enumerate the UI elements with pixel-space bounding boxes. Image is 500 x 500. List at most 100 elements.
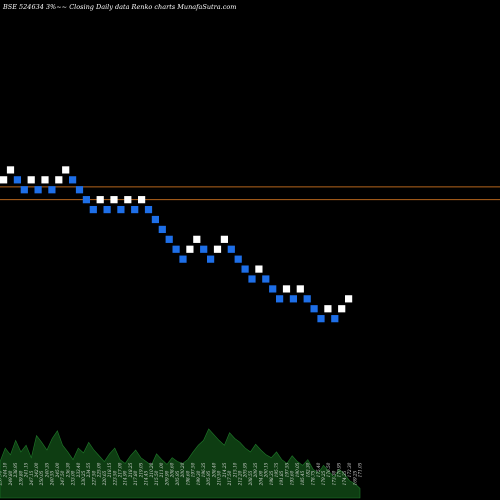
volume-label: 217.50 <box>227 470 232 486</box>
volume-label: 200.20 <box>180 462 185 478</box>
volume-label: 240.35 <box>44 462 49 478</box>
renko-brick <box>0 176 8 184</box>
renko-brick <box>289 295 297 303</box>
volume-label: 227.50 <box>91 470 96 486</box>
volume-label: 247.15 <box>29 470 34 486</box>
renko-brick <box>34 186 42 194</box>
volume-label: 244.10 <box>3 462 8 478</box>
volume-label: 205.95 <box>175 470 180 486</box>
renko-brick <box>62 166 70 174</box>
volume-label: 242.00 <box>34 462 39 478</box>
renko-brick <box>338 305 346 313</box>
renko-brick <box>186 245 194 253</box>
renko-brick <box>282 285 291 293</box>
volume-label: 218.15 <box>107 462 112 478</box>
volume-label: 191.85 <box>279 470 284 485</box>
volume-label: 196.35 <box>201 462 206 477</box>
volume-label: 205.95 <box>243 462 248 478</box>
renko-brick <box>20 186 28 194</box>
volume-label: 212.20 <box>238 470 243 486</box>
volume-label: 236.30 <box>65 462 70 478</box>
volume-label: 234.55 <box>86 462 91 478</box>
renko-brick <box>55 176 63 184</box>
renko-brick <box>103 205 111 214</box>
renko-brick <box>6 166 15 174</box>
volume-label: 225.00 <box>97 462 102 478</box>
renko-brick <box>151 215 159 224</box>
volume-label: 238.95 <box>13 462 18 478</box>
volume-label: 247.50 <box>60 470 65 486</box>
renko-brick <box>303 295 311 303</box>
volume-label: 245.00 <box>55 462 60 478</box>
renko-brick <box>220 235 228 243</box>
renko-brick <box>227 245 235 253</box>
volume-label: 175.40 <box>316 462 321 477</box>
volume-label: 199.30 <box>196 470 201 485</box>
volume-label: 249.80 <box>8 470 13 486</box>
volume-label: 208.40 <box>211 462 216 478</box>
chart-title: BSE 524634 3%~~ Closing Daily data Renko… <box>3 3 237 11</box>
volume-label: 241.15 <box>24 462 29 478</box>
renko-bricks <box>0 166 353 323</box>
volume-label: 185.45 <box>300 470 305 485</box>
reference-lines <box>0 186 500 201</box>
volume-label: 197.55 <box>284 462 289 477</box>
renko-brick <box>82 196 90 204</box>
renko-brick <box>207 255 215 263</box>
volume-label: 200.15 <box>264 462 269 478</box>
volume-label: 171.05 <box>358 462 363 477</box>
volume-label: 179.25 <box>321 470 326 485</box>
volume-label: 215.10 <box>232 462 237 478</box>
volume-label: 204.00 <box>258 470 263 486</box>
renko-brick <box>165 235 173 243</box>
volume-label: 178.75 <box>311 470 316 485</box>
volume-label: 239.80 <box>18 470 23 486</box>
volume-label: 208.60 <box>170 462 175 478</box>
renko-brick <box>296 285 304 293</box>
renko-brick <box>213 245 222 253</box>
renko-brick <box>69 176 77 184</box>
volume-label: 198.35 <box>269 470 274 485</box>
renko-brick <box>248 275 256 283</box>
volume-label: 214.90 <box>123 470 128 486</box>
volume-label: 218.25 <box>128 462 133 478</box>
volume-label: 210.50 <box>217 470 222 486</box>
volume-label: 173.30 <box>331 470 336 485</box>
volume-label: 198.60 <box>185 470 190 485</box>
volume-label: 211.00 <box>159 462 164 478</box>
volume-label: 208.55 <box>248 470 253 486</box>
volume-label: 210.20 <box>149 462 154 478</box>
volume-label: 193.60 <box>290 470 295 485</box>
volume-label: 190.05 <box>295 462 300 477</box>
volume-label: 197.50 <box>191 462 196 477</box>
volume-label: 174.35 <box>342 470 347 485</box>
renko-brick <box>345 295 353 303</box>
renko-brick <box>117 205 125 214</box>
volume-label: 169.25 <box>352 470 357 485</box>
volume-label: 240.55 <box>50 470 55 486</box>
renko-brick <box>138 196 146 204</box>
renko-brick <box>158 225 166 234</box>
volume-label: 230.25 <box>81 470 86 486</box>
renko-brick <box>317 315 325 323</box>
renko-brick <box>262 275 270 283</box>
volume-label: 214.45 <box>144 470 149 486</box>
renko-brick <box>48 186 56 194</box>
volume-label: 233.00 <box>71 470 76 486</box>
renko-brick <box>269 285 277 293</box>
volume-label: 195.75 <box>274 462 279 477</box>
renko-brick <box>75 186 84 194</box>
volume-area <box>0 428 361 499</box>
renko-brick <box>331 315 339 323</box>
renko-brick <box>310 305 318 313</box>
renko-brick <box>241 265 249 273</box>
volume-label: 214.25 <box>222 462 227 478</box>
volume-label: 215.50 <box>154 470 159 486</box>
volume-label: 237.70 <box>0 470 3 486</box>
renko-brick <box>13 176 21 184</box>
renko-brick <box>234 255 242 263</box>
volume-label: 182.30 <box>305 462 310 477</box>
volume-label: 176.50 <box>326 462 331 477</box>
renko-brick <box>276 295 284 303</box>
